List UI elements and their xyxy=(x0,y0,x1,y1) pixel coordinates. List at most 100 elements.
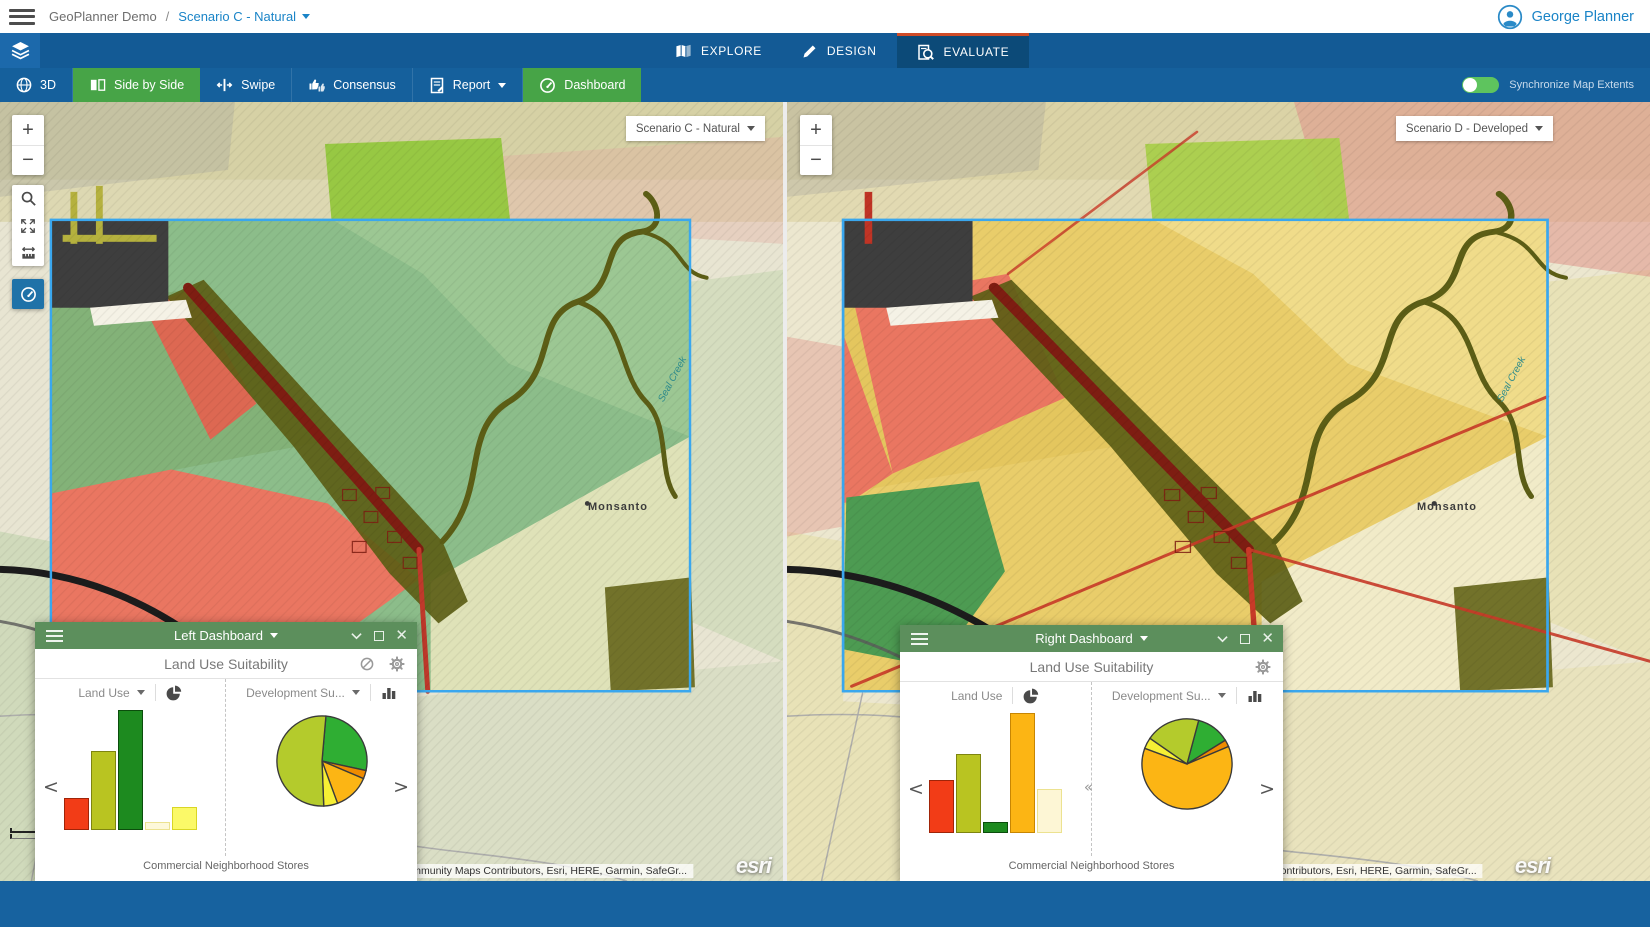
maximize-icon[interactable] xyxy=(1240,634,1250,644)
side-by-side-icon xyxy=(89,77,106,93)
side-by-side-button[interactable]: Side by Side xyxy=(73,68,200,102)
zoom-control: + − xyxy=(800,115,832,175)
pie-chart-icon[interactable] xyxy=(166,685,182,701)
chevron-down-icon[interactable] xyxy=(352,690,360,695)
bar-chart-icon[interactable] xyxy=(1247,689,1263,703)
right-dashboard-window: Right Dashboard ✕ Land Use Suitability xyxy=(900,625,1283,881)
user-menu[interactable]: George Planner xyxy=(1497,4,1634,30)
zoom-control: + − xyxy=(12,115,44,175)
gauge-icon xyxy=(539,77,556,94)
zoom-in-button[interactable]: + xyxy=(800,115,832,145)
close-icon[interactable]: ✕ xyxy=(395,628,408,643)
tab-design[interactable]: DESIGN xyxy=(782,33,897,68)
land-use-bar-chart xyxy=(50,710,210,830)
right-dashboard-header[interactable]: Right Dashboard ✕ xyxy=(900,625,1283,652)
carousel-prev-button[interactable]: < xyxy=(908,778,924,800)
user-name: George Planner xyxy=(1532,9,1634,25)
swipe-icon xyxy=(216,77,233,93)
breadcrumb-separator: / xyxy=(166,9,170,24)
carousel-collapse-button[interactable]: « xyxy=(1084,778,1093,796)
chart-selector[interactable]: Land Use xyxy=(951,689,1002,703)
bar-segment[interactable] xyxy=(956,754,981,833)
thumbs-icon xyxy=(308,77,325,94)
evaluate-report-icon xyxy=(917,44,935,61)
chevron-down-icon[interactable] xyxy=(1218,693,1226,698)
development-panel: Development Su... xyxy=(1092,682,1284,856)
bar-segment[interactable] xyxy=(118,710,143,830)
chevron-down-icon[interactable] xyxy=(270,633,278,638)
gauge-icon xyxy=(20,286,37,303)
scenario-selector-left[interactable]: Scenario C - Natural xyxy=(626,116,765,141)
land-use-panel: Land Use xyxy=(35,679,226,856)
bar-segment[interactable] xyxy=(1037,789,1062,833)
development-panel: Development Su... xyxy=(226,679,417,856)
gear-icon[interactable] xyxy=(1255,659,1271,675)
chart-selector[interactable]: Land Use xyxy=(78,686,129,700)
chart-footer-label: Commercial Neighborhood Stores xyxy=(35,856,417,881)
map-label-town: Monsanto xyxy=(588,501,648,513)
pie-slice[interactable] xyxy=(276,716,325,806)
maximize-icon[interactable] xyxy=(374,631,384,641)
bottom-bar xyxy=(0,881,1650,927)
gear-icon[interactable] xyxy=(389,656,405,672)
close-icon[interactable]: ✕ xyxy=(1261,631,1274,646)
dashboard-button[interactable]: Dashboard xyxy=(523,68,641,102)
bar-segment[interactable] xyxy=(91,751,116,830)
carousel-next-button[interactable]: > xyxy=(393,776,409,798)
chevron-down-icon[interactable] xyxy=(1140,636,1148,641)
breadcrumb-app-title: GeoPlanner Demo xyxy=(49,9,157,24)
hamburger-menu-icon[interactable] xyxy=(9,9,35,25)
carousel-next-button[interactable]: > xyxy=(1259,778,1275,800)
breadcrumb-scenario-link[interactable]: Scenario C - Natural xyxy=(178,9,310,24)
consensus-button[interactable]: Consensus xyxy=(292,68,413,102)
carousel-prev-button[interactable]: < xyxy=(43,776,59,798)
swipe-button[interactable]: Swipe xyxy=(200,68,292,102)
sync-extents-control: Synchronize Map Extents xyxy=(1462,68,1634,102)
zoom-out-button[interactable]: − xyxy=(800,145,832,175)
map-pane-left: Monsanto Seal Creek + − xyxy=(0,102,783,881)
tab-evaluate[interactable]: EVALUATE xyxy=(897,33,1030,68)
chevron-down-icon[interactable] xyxy=(137,690,145,695)
dashboard-menu-icon[interactable] xyxy=(46,630,63,642)
collapse-chevron-icon[interactable] xyxy=(1216,633,1229,644)
tab-explore[interactable]: EXPLORE xyxy=(655,33,782,68)
sync-extents-label: Synchronize Map Extents xyxy=(1509,79,1634,91)
dashboard-menu-icon[interactable] xyxy=(911,633,928,645)
development-pie-chart xyxy=(273,712,371,810)
zoom-in-button[interactable]: + xyxy=(12,115,44,145)
bar-segment[interactable] xyxy=(929,780,954,833)
report-button[interactable]: Report xyxy=(413,68,524,102)
chart-selector[interactable]: Development Su... xyxy=(1112,689,1211,703)
visibility-off-icon[interactable] xyxy=(359,656,375,672)
layers-button[interactable] xyxy=(0,33,40,68)
dashboard-charts: Land Use Development Su... xyxy=(900,682,1283,856)
scenario-selector-right[interactable]: Scenario D - Developed xyxy=(1396,116,1553,141)
3d-button[interactable]: 3D xyxy=(0,68,73,102)
dashboard-map-button[interactable] xyxy=(12,279,44,309)
widget-title: Land Use Suitability xyxy=(164,656,288,672)
esri-logo: esri xyxy=(1515,853,1550,879)
collapse-chevron-icon[interactable] xyxy=(350,630,363,641)
land-use-panel: Land Use xyxy=(900,682,1092,856)
bar-chart-icon[interactable] xyxy=(381,686,397,700)
bar-segment[interactable] xyxy=(1010,713,1035,833)
left-dashboard-header[interactable]: Left Dashboard ✕ xyxy=(35,622,417,649)
measure-button[interactable] xyxy=(12,239,44,266)
bar-segment[interactable] xyxy=(64,798,89,830)
dashboard-charts: Land Use Development xyxy=(35,679,417,856)
sync-extents-toggle[interactable] xyxy=(1462,77,1499,93)
chevron-down-icon xyxy=(747,126,755,131)
search-button[interactable] xyxy=(12,185,44,212)
bar-segment[interactable] xyxy=(983,822,1008,833)
globe-icon xyxy=(16,77,32,93)
map-label-town: Monsanto xyxy=(1417,501,1477,513)
pie-chart-icon[interactable] xyxy=(1023,688,1039,704)
bar-segment[interactable] xyxy=(172,807,197,830)
widget-title-row: Land Use Suitability xyxy=(35,649,417,679)
map-pane-right: Monsanto Seal Creek + − Scenario D - Dev… xyxy=(787,102,1650,881)
zoom-out-button[interactable]: − xyxy=(12,145,44,175)
full-extent-button[interactable] xyxy=(12,212,44,239)
chart-selector[interactable]: Development Su... xyxy=(246,686,345,700)
bar-segment[interactable] xyxy=(145,822,170,830)
map-attribution: Esri Community Maps Contributors, Esri, … xyxy=(372,864,693,878)
